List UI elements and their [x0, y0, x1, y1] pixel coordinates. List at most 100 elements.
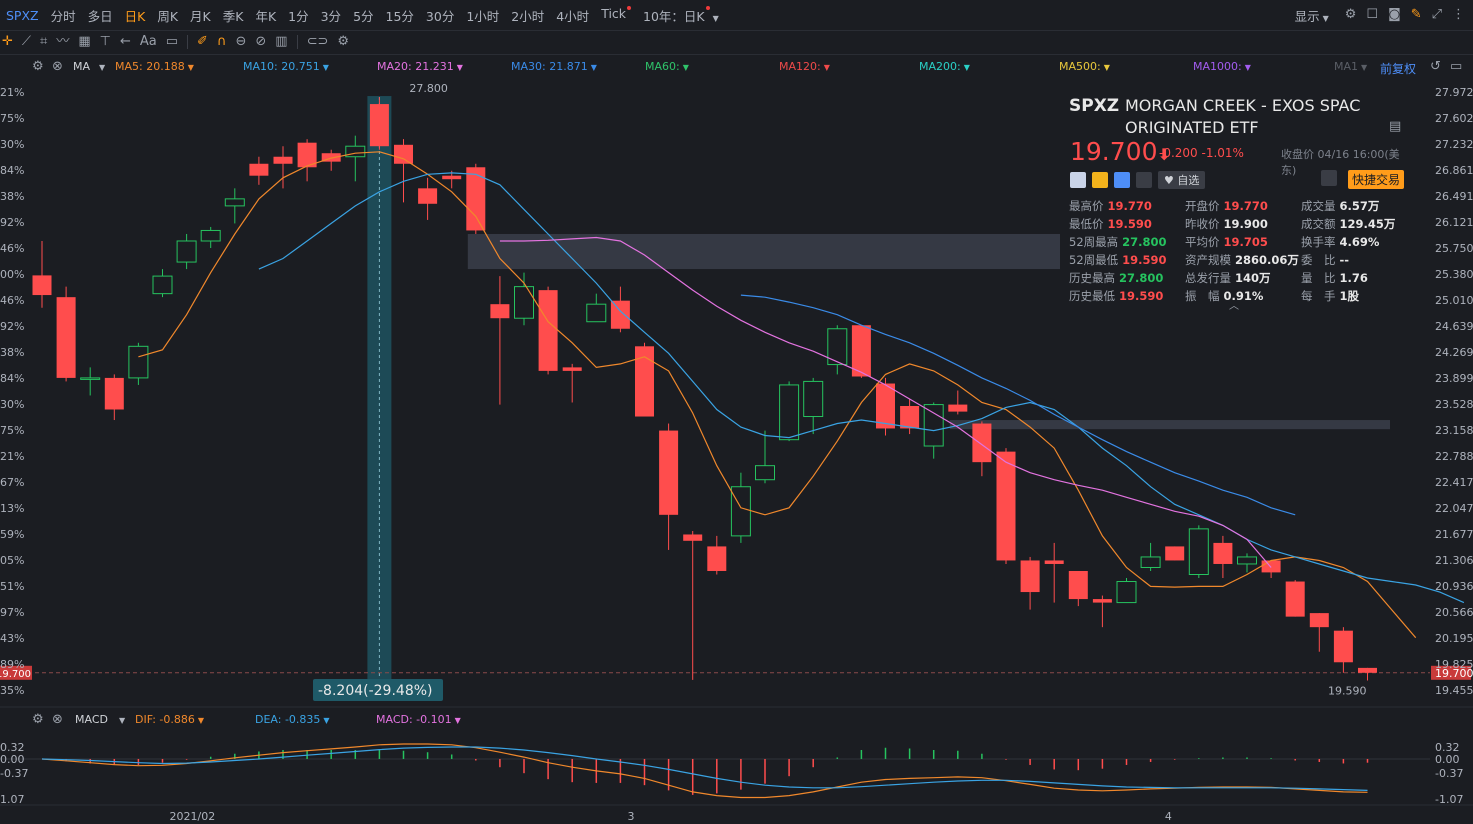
bell-icon[interactable] [1321, 170, 1337, 186]
candle-body [1020, 560, 1040, 593]
macd-legend-item[interactable]: MACD: -0.101 ▼ [376, 713, 461, 726]
period-tab[interactable]: 季K [222, 8, 244, 24]
candle-body [128, 345, 149, 379]
ma-legend-item[interactable]: MA30: 21.871 ▼ [511, 60, 597, 73]
left-price-tag [0, 665, 32, 680]
period-tab[interactable]: 分时 [50, 8, 76, 24]
percent-axis-tick: 21% [0, 450, 24, 463]
fullscreen-icon[interactable]: ⤢ [1431, 7, 1442, 22]
drawing-toolbar: ✛ ⟋ ⌗ 〰 ▦ ⊤ ← Aa ▭ ✐ ∩ ⊖ ⊘ ▥ ⊂⊃ ⚙ [0, 30, 1473, 55]
gear-icon[interactable]: ⚙ [32, 59, 44, 74]
gear-icon[interactable]: ⚙ [1344, 7, 1357, 22]
ma-legend-item[interactable]: MA1 ▼ [1334, 60, 1367, 73]
display-menu[interactable]: 显示 ▼ [1289, 6, 1335, 25]
chevron-down-icon[interactable]: ▼ [99, 63, 106, 72]
quote-stat-key: 成交额 [1301, 217, 1336, 231]
candle-body [610, 300, 630, 329]
period-tab[interactable]: 30分 [425, 8, 455, 24]
ma-legend-item[interactable]: MA10: 20.751 ▼ [243, 60, 329, 73]
detail-icon[interactable]: ▤ [1389, 119, 1402, 134]
lightning-icon[interactable] [1092, 172, 1108, 188]
macd-legend-item[interactable]: DEA: -0.835 ▼ [255, 713, 330, 726]
price-axis-tick: 26.491 [1435, 190, 1473, 203]
macd-dea-line [41, 746, 1368, 791]
quote-stat: 平均价 19.705 [1185, 234, 1268, 250]
chevron-up-icon[interactable]: ︿ [1229, 301, 1239, 312]
text-tool-icon[interactable]: Aa [139, 34, 157, 49]
fib-tool-icon[interactable]: ⊤ [99, 34, 111, 49]
percent-axis-tick: 84% [0, 164, 24, 177]
ma-legend-item[interactable]: MA500: ▼ [1059, 60, 1110, 73]
period-tab[interactable]: 2小时 [511, 8, 545, 24]
candle-body [442, 175, 462, 180]
macd-indicator-label[interactable]: MACD [75, 713, 108, 726]
comment-tool-icon[interactable]: ▭ [165, 34, 179, 49]
note-icon[interactable] [1136, 172, 1152, 188]
camera-icon[interactable]: ◙ [1388, 7, 1401, 22]
macd-legend-item[interactable]: DIF: -0.886 ▼ [135, 713, 204, 726]
period-tab[interactable]: 周K [157, 8, 179, 24]
period-tab[interactable]: 3分 [320, 8, 342, 24]
period-tab[interactable]: 多日 [87, 8, 113, 24]
lock-icon[interactable]: ⊖ [235, 34, 247, 49]
percent-axis-tick: 97% [0, 606, 24, 619]
tag-icon[interactable] [1114, 172, 1130, 188]
trash-icon[interactable]: ▥ [275, 34, 288, 49]
pencil-icon[interactable]: ✎ [1410, 7, 1422, 22]
more-icon[interactable]: ⋮ [1452, 7, 1465, 22]
chevron-down-icon[interactable]: ▼ [119, 716, 126, 725]
period-tab[interactable]: 年K [255, 8, 277, 24]
ma-legend-item[interactable]: MA60: ▼ [645, 60, 689, 73]
minimize-icon[interactable]: ▭ [1450, 59, 1463, 74]
quote-change: -0.200 -1.01% [1159, 146, 1244, 160]
magnet-icon[interactable]: ∩ [216, 34, 227, 49]
cursor-icon[interactable]: ✛ [2, 34, 13, 49]
brush-icon[interactable]: ✐ [197, 34, 208, 49]
candle-body [80, 377, 101, 380]
undo-icon[interactable]: ↺ [1430, 59, 1441, 74]
arrow-tool-icon[interactable]: ← [119, 34, 131, 49]
period-tab[interactable]: 4小时 [556, 8, 590, 24]
close-icon[interactable]: ⊗ [52, 712, 63, 727]
close-time: 收盘价 04/16 16:00(美东) [1281, 148, 1400, 177]
grid-tool-icon[interactable]: ▦ [78, 34, 91, 49]
macd-legend-item-label: DIF: -0.886 [135, 713, 195, 726]
period-tab[interactable]: 5分 [353, 8, 374, 24]
ma-legend-item[interactable]: MA1000: ▼ [1193, 60, 1251, 73]
quote-stat-value: 19.770 [1223, 199, 1268, 213]
ma-legend-item[interactable]: MA200: ▼ [919, 60, 970, 73]
period-tab[interactable]: 月K [190, 8, 211, 24]
quote-stat: 委 比 -- [1301, 252, 1349, 268]
chevron-down-icon: ▼ [682, 63, 689, 72]
period-tab[interactable]: Tick [595, 5, 637, 25]
range-selector[interactable]: 10年：日K ▼ [637, 5, 725, 25]
period-tab[interactable]: 1分 [288, 8, 309, 24]
resistance-box [949, 420, 1390, 430]
wave-tool-icon[interactable]: 〰 [56, 34, 70, 49]
settings-icon[interactable]: ⚙ [337, 34, 350, 49]
symbol-tab[interactable]: SPXZ [6, 7, 39, 23]
line-tool-icon[interactable]: ⟋ [21, 34, 32, 49]
watchlist-button[interactable]: ♥ 自选 [1158, 171, 1206, 189]
adjust-button[interactable]: 前复权 [1380, 62, 1417, 76]
ma-indicator-label[interactable]: MA [73, 60, 91, 73]
layout-icon[interactable]: ☐ [1366, 7, 1379, 22]
period-tab[interactable]: 日K [124, 8, 146, 24]
gear-icon[interactable]: ⚙ [32, 712, 44, 727]
crop-tool-icon[interactable]: ⌗ [40, 34, 48, 49]
ma-legend-item[interactable]: MA120: ▼ [779, 60, 830, 73]
quote-stat: 昨收价 19.900 [1185, 216, 1268, 232]
period-tab[interactable]: 15分 [385, 8, 414, 24]
high-price-label: 27.800 [409, 82, 448, 95]
quick-trade-button[interactable]: 快捷交易 [1348, 170, 1405, 189]
macd-left-axis-tick: 0.32 [0, 741, 25, 754]
quote-stat: 52周最低 19.590 [1069, 252, 1167, 268]
period-tab[interactable]: 1小时 [466, 8, 500, 24]
ma-legend-item[interactable]: MA20: 21.231 ▼ [377, 60, 463, 73]
close-icon[interactable]: ⊗ [52, 59, 63, 74]
ma-legend-item[interactable]: MA5: 20.188 ▼ [115, 60, 194, 73]
link-icon[interactable]: ⊂⊃ [306, 34, 329, 49]
hide-icon[interactable]: ⊘ [255, 34, 267, 49]
quote-stat: 成交额 129.45万 [1301, 216, 1395, 232]
